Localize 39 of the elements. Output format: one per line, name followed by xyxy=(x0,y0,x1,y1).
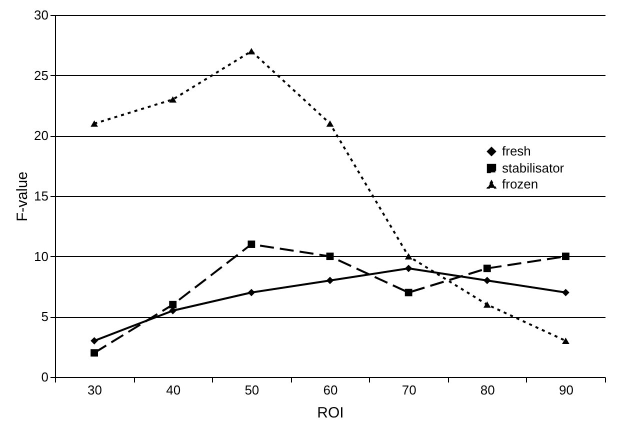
x-tick-label: 70 xyxy=(402,382,416,398)
x-tick-label: 40 xyxy=(166,382,181,398)
point xyxy=(483,301,491,308)
point xyxy=(483,264,491,272)
x-tick-label: 60 xyxy=(323,382,338,398)
x-tick-label: 30 xyxy=(88,382,102,398)
y-tick-label: 25 xyxy=(34,68,48,83)
point xyxy=(326,252,334,260)
point xyxy=(562,252,570,260)
point xyxy=(562,288,570,296)
y-tick-label: 0 xyxy=(41,370,48,384)
point xyxy=(562,338,570,344)
y-tick-label: 30 xyxy=(34,8,48,22)
point xyxy=(483,276,491,284)
y-tick-label: 10 xyxy=(34,248,48,264)
y-axis-title: F-value xyxy=(14,171,32,222)
legend-label: fresh xyxy=(502,144,531,158)
legend-label: frozen xyxy=(502,176,538,192)
y-tick-label: 5 xyxy=(41,309,48,324)
y-tick-label: 15 xyxy=(34,188,48,204)
point xyxy=(90,120,98,127)
point xyxy=(404,253,412,260)
point xyxy=(248,240,256,248)
point xyxy=(326,276,334,284)
point xyxy=(169,300,177,308)
point xyxy=(404,264,412,272)
point xyxy=(169,96,177,103)
x-tick-label: 50 xyxy=(244,382,260,398)
point xyxy=(90,349,98,357)
point xyxy=(404,288,412,296)
legend-label: stabilisator xyxy=(502,160,565,176)
x-tick-label: 90 xyxy=(558,382,574,398)
x-axis-title: ROI xyxy=(317,404,344,422)
point xyxy=(248,288,256,296)
point xyxy=(248,48,256,54)
point xyxy=(326,120,334,127)
y-tick-label: 20 xyxy=(34,128,48,144)
point xyxy=(90,337,98,345)
x-tick-label: 80 xyxy=(480,382,495,398)
